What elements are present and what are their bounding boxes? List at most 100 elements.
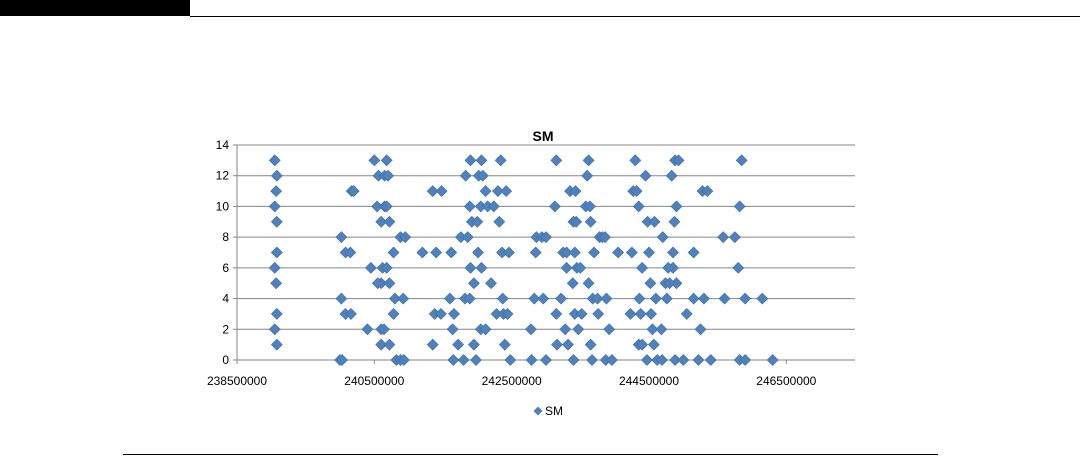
x-axis-ticks: 238500000 240500000 242500000 244500000 2465… (207, 360, 817, 388)
data-point (569, 185, 582, 197)
data-point (463, 200, 476, 213)
data-point (692, 354, 705, 366)
data-point (270, 338, 283, 351)
data-point (435, 308, 447, 320)
data-point (670, 200, 683, 213)
data-point (443, 292, 456, 305)
data-point (629, 154, 642, 167)
data-point (660, 292, 673, 305)
x-tick-label: 240500000 (344, 374, 404, 388)
data-point (361, 323, 374, 336)
data-point (586, 354, 598, 366)
data-point (270, 308, 283, 320)
data-point (463, 292, 476, 305)
data-point (735, 154, 748, 167)
data-point (383, 338, 396, 351)
data-point (575, 308, 588, 320)
data-point (645, 308, 657, 320)
data-point (492, 185, 504, 197)
data-point (471, 215, 484, 228)
data-point (476, 169, 489, 182)
data-point (632, 200, 645, 213)
data-point (704, 354, 717, 366)
data-point (680, 308, 693, 320)
data-point (502, 246, 515, 259)
data-point (655, 323, 668, 336)
data-point (698, 292, 710, 305)
y-tick-label: 4 (222, 292, 229, 306)
data-point (464, 154, 477, 167)
data-point (574, 261, 587, 274)
data-point (584, 215, 597, 228)
data-point (467, 338, 480, 351)
data-point (665, 169, 678, 182)
data-point (540, 231, 552, 244)
header-black-bar (0, 0, 190, 16)
data-point (582, 277, 595, 290)
data-point (669, 354, 682, 366)
data-point (498, 338, 511, 351)
data-point (694, 323, 707, 336)
data-point (335, 231, 348, 244)
data-point (475, 261, 488, 274)
data-point (656, 231, 669, 244)
data-point (270, 169, 283, 182)
data-point (567, 354, 580, 366)
data-point (389, 292, 401, 305)
data-point (717, 231, 730, 244)
data-point (687, 246, 700, 259)
data-point (733, 200, 746, 213)
data-point (416, 246, 429, 259)
data-point (268, 200, 281, 213)
data-point (504, 354, 517, 366)
y-tick-label: 14 (216, 138, 230, 152)
data-point (766, 354, 779, 366)
data-point (634, 308, 647, 320)
data-point (399, 231, 412, 244)
data-point (550, 308, 563, 320)
footer-rule (123, 454, 938, 455)
x-tick-label: 242500000 (482, 374, 542, 388)
x-tick-label: 244500000 (619, 374, 679, 388)
data-point (268, 154, 281, 167)
data-point (472, 246, 484, 259)
data-point (560, 246, 573, 259)
data-point (540, 354, 552, 366)
data-point (467, 277, 480, 290)
data-point (633, 292, 646, 305)
axes (236, 145, 855, 361)
data-point (566, 277, 579, 290)
data-point (452, 338, 465, 351)
data-point (677, 354, 690, 366)
data-point (380, 261, 393, 274)
data-point (430, 246, 443, 259)
data-point (560, 261, 573, 274)
y-tick-label: 6 (222, 261, 229, 275)
data-point (636, 338, 649, 351)
data-point (270, 277, 283, 290)
data-point (270, 246, 283, 259)
data-point (336, 354, 348, 366)
data-point (525, 354, 538, 366)
y-tick-label: 2 (222, 322, 229, 336)
data-point (344, 246, 357, 259)
legend: SM (533, 404, 563, 418)
data-point (524, 323, 537, 336)
data-point (672, 154, 685, 167)
data-point (739, 354, 752, 366)
y-tick-label: 0 (222, 353, 229, 367)
data-point (368, 154, 381, 167)
data-point (268, 323, 281, 336)
data-point (371, 277, 384, 290)
data-point (663, 277, 676, 290)
x-tick-label: 238500000 (207, 374, 267, 388)
data-point (599, 231, 611, 244)
header-rule (190, 16, 1080, 17)
data-point (375, 338, 388, 351)
data-point (562, 338, 574, 351)
data-point (426, 338, 439, 351)
data-point (555, 292, 568, 305)
y-tick-label: 10 (216, 199, 230, 213)
data-point (268, 261, 281, 274)
